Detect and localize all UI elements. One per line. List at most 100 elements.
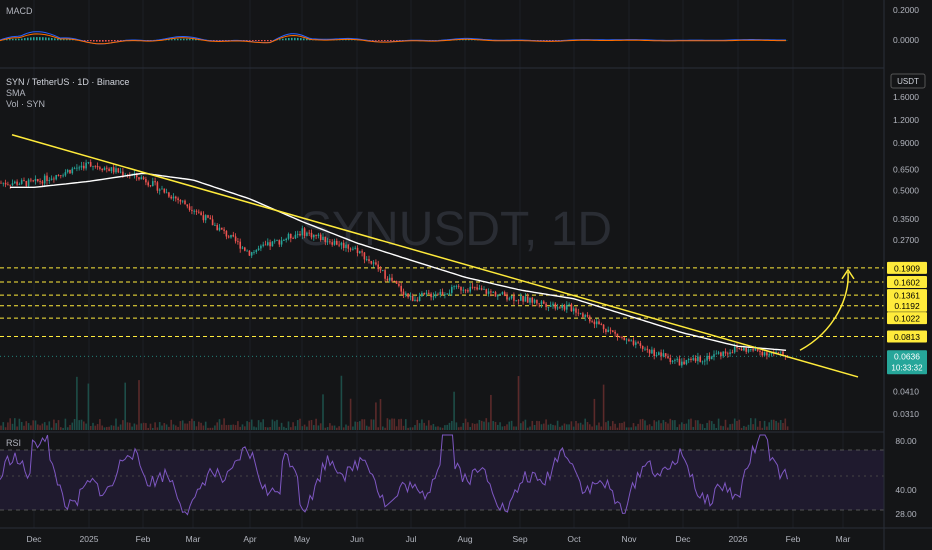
candle-body bbox=[257, 248, 260, 251]
volume-bar bbox=[225, 425, 228, 430]
candle-body bbox=[30, 179, 32, 181]
candle-body bbox=[241, 247, 244, 249]
volume-bar bbox=[699, 423, 701, 430]
volume-bar bbox=[543, 423, 545, 430]
candle-body bbox=[727, 353, 729, 355]
currency-label: USDT bbox=[897, 77, 919, 86]
candle-body bbox=[561, 305, 563, 309]
candle-body bbox=[237, 241, 239, 243]
volume-bar bbox=[750, 418, 752, 430]
candle-body bbox=[648, 349, 651, 354]
volume-bar bbox=[766, 426, 768, 430]
macd-hist-bar bbox=[111, 40, 113, 42]
candle-body bbox=[402, 291, 405, 295]
candle-body bbox=[165, 192, 168, 194]
volume-bar bbox=[446, 424, 448, 430]
candle-body bbox=[64, 172, 67, 176]
volume-bar bbox=[524, 419, 527, 430]
candle-body bbox=[338, 244, 340, 246]
candle-body bbox=[62, 175, 64, 177]
candle-body bbox=[455, 285, 458, 287]
candle-body bbox=[96, 166, 99, 168]
volume-bar bbox=[768, 422, 770, 430]
candle-body bbox=[476, 287, 478, 290]
volume-bar bbox=[368, 426, 370, 430]
candle-body bbox=[405, 293, 407, 295]
candle-body bbox=[469, 286, 471, 292]
volume-bar bbox=[230, 424, 232, 430]
macd-hist-bar bbox=[48, 37, 50, 41]
volume-bar bbox=[697, 420, 699, 430]
volume-bar bbox=[522, 421, 524, 430]
volume-bar bbox=[513, 426, 515, 430]
candle-body bbox=[678, 358, 681, 366]
volume-bar bbox=[294, 426, 297, 430]
candle-body bbox=[556, 307, 559, 309]
volume-bar bbox=[499, 422, 501, 430]
candle-body bbox=[568, 304, 570, 306]
currency-button[interactable] bbox=[890, 73, 926, 89]
candle-body bbox=[363, 252, 366, 260]
volume-bar bbox=[418, 423, 421, 430]
candle-body bbox=[322, 236, 324, 241]
volume-bar bbox=[531, 420, 534, 430]
macd-hist-bar bbox=[267, 40, 269, 42]
volume-bar bbox=[280, 422, 283, 430]
candle-body bbox=[524, 296, 527, 302]
volume-bar bbox=[117, 426, 120, 430]
volume-bar bbox=[60, 427, 62, 430]
volume-bar bbox=[306, 426, 308, 430]
volume-bar bbox=[644, 420, 646, 430]
candle-body bbox=[303, 228, 306, 236]
macd-hist-bar bbox=[63, 39, 65, 41]
candle-body bbox=[423, 293, 425, 295]
volume-bar bbox=[345, 424, 347, 430]
candle-body bbox=[2, 182, 5, 184]
candle-body bbox=[7, 184, 9, 186]
time-axis[interactable]: Dec 2025 Feb Mar Apr May Jun Jul Aug Sep Oct Nov Dec… bbox=[26, 534, 850, 544]
volume-bar bbox=[119, 424, 122, 430]
candle-body bbox=[540, 301, 543, 305]
sma-legend[interactable]: SMA bbox=[6, 88, 26, 98]
rsi-axis[interactable]: 80.00 40.00 28.00 bbox=[895, 436, 917, 519]
macd-axis[interactable]: 0.2000 0.0000 bbox=[893, 5, 919, 45]
volume-bar bbox=[701, 424, 704, 430]
candle-body bbox=[248, 250, 251, 256]
volume-bar bbox=[200, 422, 202, 430]
volume-bar bbox=[681, 422, 683, 430]
volume-bar bbox=[607, 420, 609, 430]
volume-bar bbox=[515, 426, 517, 430]
volume-bar bbox=[568, 424, 570, 430]
level-tag-0 bbox=[887, 261, 927, 274]
volume-bar bbox=[126, 422, 129, 430]
volume-bar bbox=[614, 423, 616, 430]
volume-bar bbox=[448, 422, 451, 430]
macd-hist-bar bbox=[30, 37, 32, 41]
candle-body bbox=[697, 356, 699, 362]
candle-body bbox=[85, 162, 87, 169]
candle-body bbox=[382, 270, 384, 271]
candle-body bbox=[48, 179, 51, 182]
volume-bar bbox=[269, 427, 271, 430]
candle-body bbox=[99, 167, 101, 169]
symbol-title[interactable]: SYN / TetherUS · 1D · Binance bbox=[6, 77, 129, 87]
volume-bar bbox=[476, 423, 478, 430]
volume-legend[interactable]: Vol · SYN bbox=[6, 99, 45, 109]
volume-bar bbox=[379, 399, 382, 430]
volume-bar bbox=[501, 426, 504, 430]
candle-body bbox=[122, 171, 124, 176]
volume-bar bbox=[727, 427, 729, 430]
macd-hist-bar bbox=[255, 40, 257, 41]
candle-body bbox=[188, 206, 191, 210]
volume-bar bbox=[561, 425, 563, 430]
price-tick-label: 0.2700 bbox=[893, 235, 919, 245]
volume-bar bbox=[170, 419, 172, 430]
volume-bar bbox=[264, 427, 267, 430]
volume-bar bbox=[163, 423, 166, 430]
candle-body bbox=[262, 244, 264, 246]
volume-bar bbox=[177, 426, 179, 430]
volume-bar bbox=[283, 426, 285, 430]
macd-hist-bar bbox=[303, 38, 305, 41]
